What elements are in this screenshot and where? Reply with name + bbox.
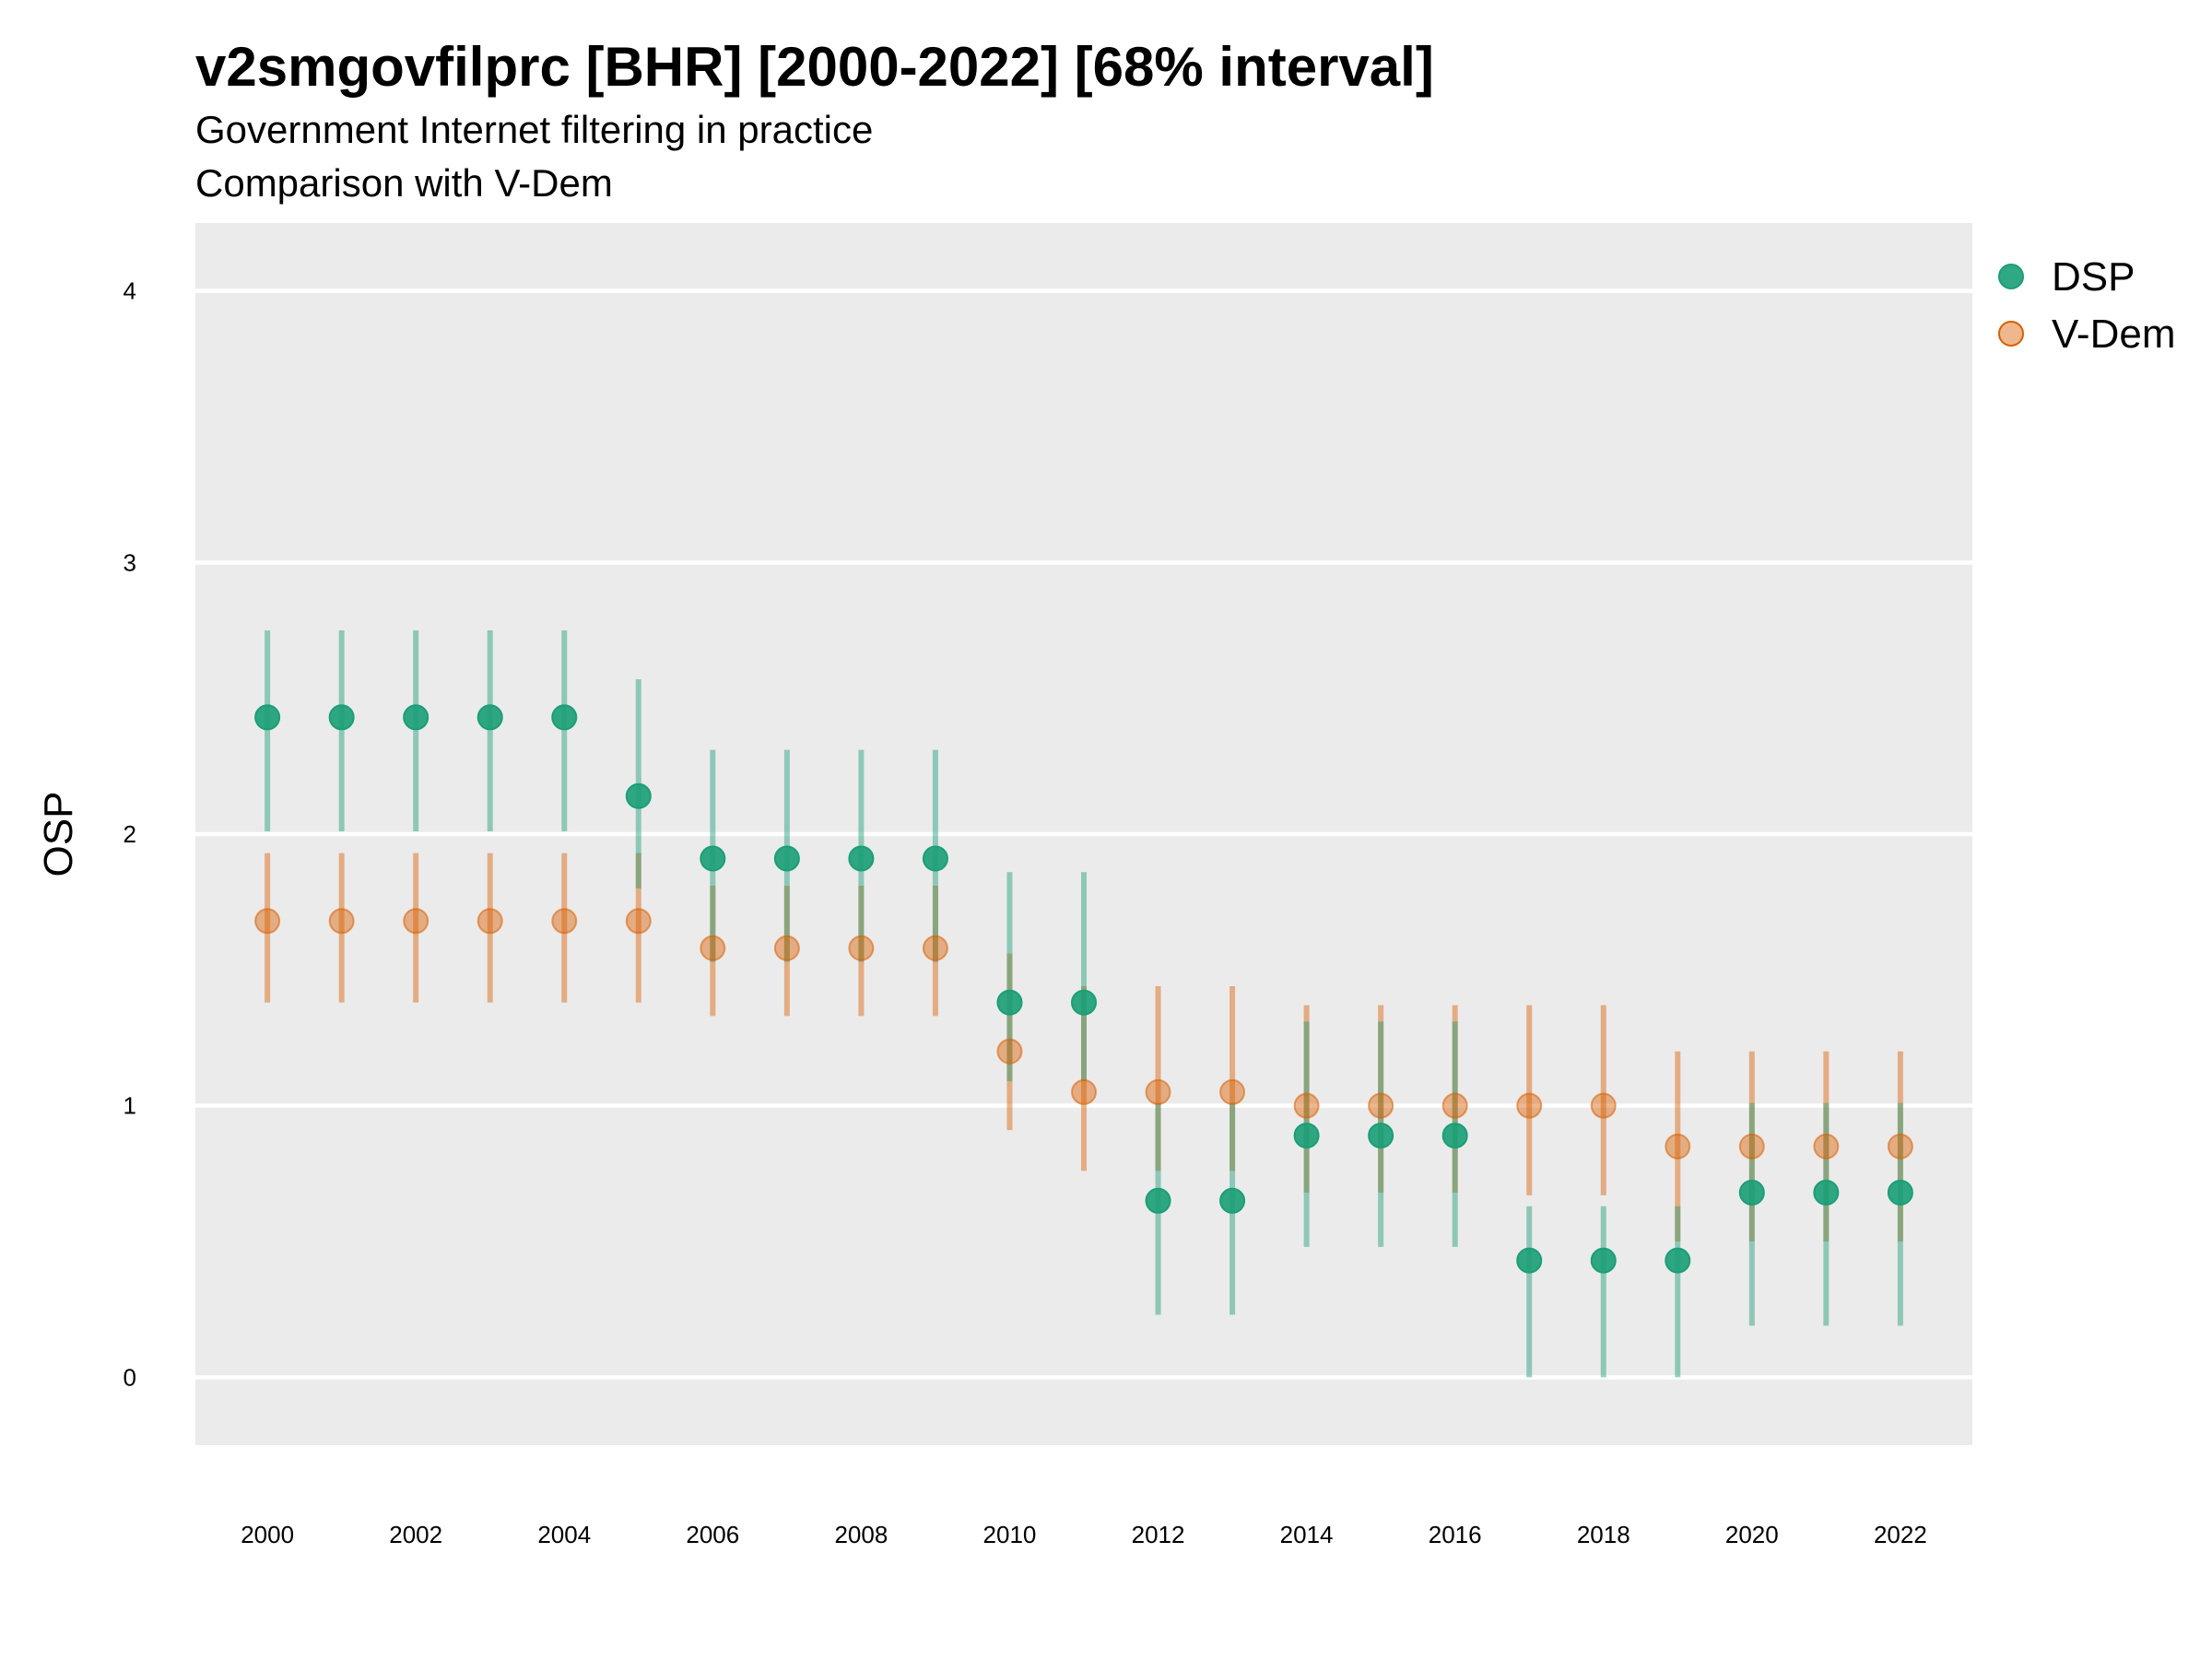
y-tick-label: 3 — [124, 548, 136, 576]
point-dsp — [922, 845, 948, 872]
x-tick-label: 2016 — [1429, 1521, 1482, 1548]
legend-key-v-dem — [1998, 321, 2024, 347]
point-dsp — [403, 704, 429, 731]
chart-title: v2smgovfilprc [BHR] [2000-2022] [68% int… — [195, 36, 1434, 98]
legend-label-v-dem: V-Dem — [2052, 312, 2175, 357]
point-v-dem — [1738, 1133, 1765, 1159]
point-v-dem — [773, 935, 800, 961]
point-v-dem — [328, 908, 355, 935]
x-tick-label: 2012 — [1132, 1521, 1185, 1548]
point-v-dem — [477, 908, 503, 935]
point-dsp — [1813, 1179, 1840, 1206]
point-dsp — [1071, 989, 1097, 1016]
point-v-dem — [254, 908, 281, 935]
point-v-dem — [1516, 1092, 1543, 1119]
x-tick-label: 2004 — [537, 1521, 591, 1548]
point-v-dem — [1145, 1078, 1171, 1105]
chart-caption: Comparison with V-Dem — [195, 161, 613, 205]
x-tick-label: 2014 — [1280, 1521, 1334, 1548]
point-dsp — [700, 845, 726, 872]
x-tick-label: 2020 — [1725, 1521, 1779, 1548]
point-v-dem — [403, 908, 429, 935]
x-tick-label: 2010 — [983, 1521, 1037, 1548]
point-dsp — [551, 704, 578, 731]
point-dsp — [1738, 1179, 1765, 1206]
point-dsp — [1590, 1247, 1617, 1274]
y-tick-label: 2 — [124, 820, 136, 848]
point-v-dem — [1665, 1133, 1691, 1159]
point-v-dem — [1219, 1078, 1246, 1105]
point-dsp — [996, 989, 1023, 1016]
y-tick-label: 0 — [124, 1363, 136, 1391]
x-tick-label: 2022 — [1874, 1521, 1927, 1548]
point-v-dem — [1887, 1133, 1913, 1159]
point-v-dem — [1368, 1092, 1394, 1119]
point-dsp — [1665, 1247, 1691, 1274]
point-dsp — [1219, 1187, 1246, 1214]
x-tick-label: 2002 — [389, 1521, 442, 1548]
point-v-dem — [848, 935, 875, 961]
y-tick-label: 4 — [124, 277, 136, 305]
legend-label-dsp: DSP — [2052, 254, 2135, 300]
x-tick-label: 2000 — [241, 1521, 294, 1548]
point-dsp — [477, 704, 503, 731]
point-v-dem — [1590, 1092, 1617, 1119]
legend-key-dsp — [1998, 264, 2024, 289]
x-tick-label: 2018 — [1577, 1521, 1630, 1548]
point-v-dem — [996, 1038, 1023, 1065]
point-v-dem — [1441, 1092, 1468, 1119]
point-dsp — [1887, 1179, 1913, 1206]
point-v-dem — [1813, 1133, 1840, 1159]
point-dsp — [773, 845, 800, 872]
point-dsp — [1293, 1123, 1320, 1149]
chart-subtitle: Government Internet filtering in practic… — [195, 108, 874, 151]
y-tick-label: 1 — [124, 1092, 136, 1120]
point-v-dem — [551, 908, 578, 935]
x-tick-label: 2008 — [834, 1521, 888, 1548]
point-dsp — [1368, 1123, 1394, 1149]
y-axis-label: OSP — [36, 792, 81, 877]
point-v-dem — [700, 935, 726, 961]
point-dsp — [328, 704, 355, 731]
point-v-dem — [1293, 1092, 1320, 1119]
point-v-dem — [625, 908, 652, 935]
point-dsp — [254, 704, 281, 731]
point-dsp — [1516, 1247, 1543, 1274]
point-dsp — [848, 845, 875, 872]
point-dsp — [1145, 1187, 1171, 1214]
x-tick-label: 2006 — [686, 1521, 739, 1548]
point-v-dem — [922, 935, 948, 961]
point-dsp — [1441, 1123, 1468, 1149]
point-v-dem — [1071, 1078, 1097, 1105]
point-dsp — [625, 782, 652, 809]
